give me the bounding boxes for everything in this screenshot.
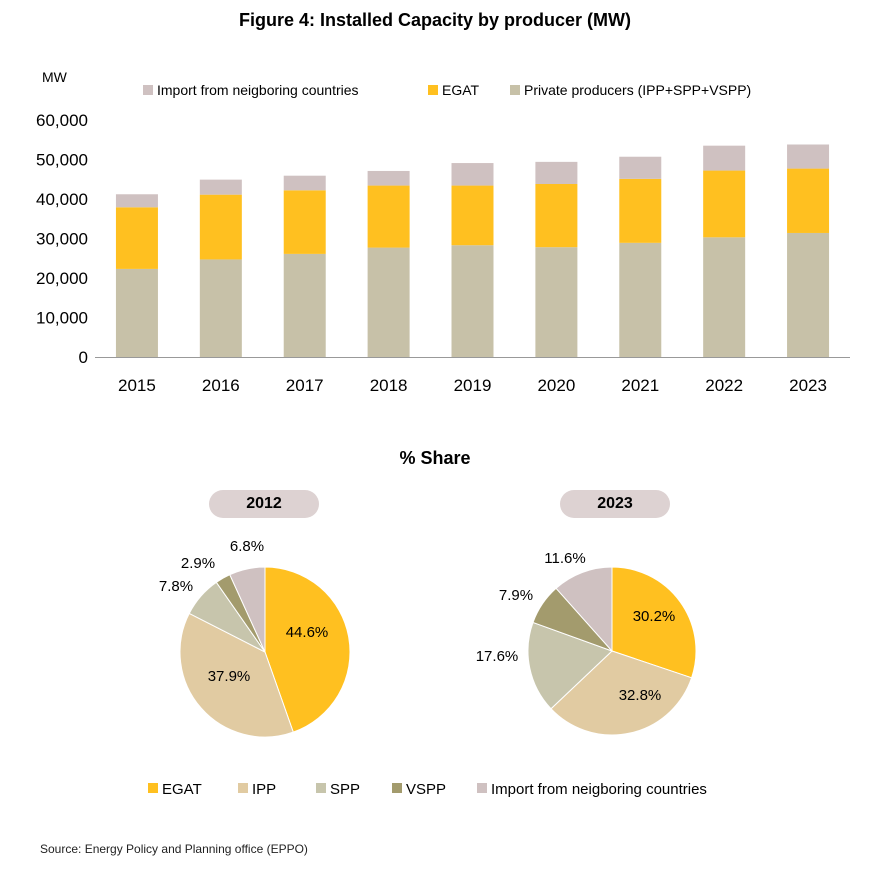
- bar-segment-egat: [703, 170, 746, 238]
- bar-segment-private: [535, 247, 578, 357]
- pie-slice-vspp: [215, 573, 266, 653]
- bar-segment-import: [199, 179, 242, 195]
- pie-data-label: 32.8%: [619, 687, 662, 704]
- pie-legend-label: SPP: [330, 781, 360, 798]
- x-tick-label: 2022: [705, 376, 743, 395]
- bar-segment-private: [787, 232, 830, 357]
- x-tick-label: 2017: [286, 376, 324, 395]
- legend-swatch-import: [143, 85, 153, 95]
- pie-data-label: 11.6%: [544, 550, 585, 567]
- legend-swatch-private: [510, 85, 520, 95]
- pie-data-label: 2.9%: [181, 555, 215, 572]
- bar-segment-private: [703, 237, 746, 357]
- pie-slice-egat: [264, 566, 351, 733]
- bar-segment-egat: [115, 207, 158, 269]
- bar-segment-import: [283, 175, 326, 191]
- y-tick-label: 60,000: [36, 111, 88, 130]
- y-tick-label: 20,000: [36, 269, 88, 288]
- bar-segment-private: [199, 259, 242, 357]
- x-tick-label: 2019: [454, 376, 492, 395]
- bar-segment-private: [283, 253, 326, 357]
- bar-segment-egat: [787, 168, 830, 233]
- x-tick-label: 2016: [202, 376, 240, 395]
- bar-segment-import: [451, 163, 494, 186]
- y-tick-label: 50,000: [36, 151, 88, 170]
- bar-segment-private: [619, 242, 662, 357]
- y-tick-label: 30,000: [36, 230, 88, 249]
- pie-data-label: 17.6%: [476, 648, 519, 665]
- pie-legend-swatch-vspp: [392, 783, 402, 793]
- x-tick-label: 2015: [118, 376, 156, 395]
- y-tick-label: 10,000: [36, 309, 88, 328]
- bar-segment-egat: [367, 185, 410, 248]
- pie-slice-import: [555, 566, 613, 653]
- bar-segment-egat: [199, 194, 242, 260]
- pie-legend-label: Import from neigboring countries: [491, 781, 707, 798]
- bar-segment-import: [367, 170, 410, 186]
- legend-label: Import from neigboring countries: [157, 82, 359, 98]
- source-note: Source: Energy Policy and Planning offic…: [40, 842, 308, 856]
- bar-segment-import: [619, 156, 662, 179]
- bar-segment-import: [535, 161, 578, 184]
- bar-segment-private: [367, 247, 410, 357]
- pie-title-2012: 2012: [209, 490, 319, 518]
- pie-legend-label: VSPP: [406, 781, 446, 798]
- y-tick-label: 40,000: [36, 190, 88, 209]
- pie-legend-label: EGAT: [162, 781, 202, 798]
- x-tick-label: 2020: [537, 376, 575, 395]
- pie-slice-vspp: [532, 587, 613, 652]
- share-title: % Share: [399, 448, 471, 468]
- pie-data-label: 30.2%: [633, 608, 676, 625]
- bar-segment-import: [787, 144, 830, 169]
- pie-slice-ipp: [179, 612, 294, 738]
- pie-slice-spp: [188, 581, 266, 653]
- x-tick-label: 2021: [621, 376, 659, 395]
- pie-slice-ipp: [550, 650, 693, 736]
- pie-legend-swatch-spp: [316, 783, 326, 793]
- legend-swatch-egat: [428, 85, 438, 95]
- stacked-bar-chart: MW 0 10,000 20,000 30,000 40,000 50,000 60,000 2…: [36, 69, 850, 395]
- legend-label: EGAT: [442, 82, 480, 98]
- bar-segment-import: [115, 194, 158, 208]
- pie-legend-swatch-egat: [148, 783, 158, 793]
- pie-slice-import: [229, 566, 266, 653]
- pie-title-2023: 2023: [560, 490, 670, 518]
- bar-segment-import: [703, 145, 746, 171]
- bar-segment-private: [115, 268, 158, 357]
- bar-segment-private: [451, 245, 494, 357]
- pie-data-label: 37.9%: [208, 668, 251, 685]
- x-tick-label: 2023: [789, 376, 827, 395]
- y-axis-unit-label: MW: [42, 69, 68, 85]
- bar-segment-egat: [283, 190, 326, 254]
- bar-segment-egat: [619, 178, 662, 243]
- pie-data-label: 6.8%: [230, 538, 264, 555]
- bar-segment-egat: [535, 183, 578, 248]
- pie-data-label: 7.9%: [499, 587, 533, 604]
- legend-label: Private producers (IPP+SPP+VSPP): [524, 82, 751, 98]
- y-tick-label: 0: [79, 348, 88, 367]
- x-tick-label: 2018: [370, 376, 408, 395]
- pie-legend-swatch-ipp: [238, 783, 248, 793]
- pie-legend-swatch-import: [477, 783, 487, 793]
- pie-slice-spp: [527, 621, 613, 710]
- bar-segment-egat: [451, 185, 494, 246]
- pie-slice-egat: [611, 566, 697, 679]
- chart-title: Figure 4: Installed Capacity by producer…: [238, 10, 632, 30]
- pie-legend-label: IPP: [252, 781, 276, 798]
- pie-data-label: 7.8%: [159, 578, 193, 595]
- pie-data-label: 44.6%: [286, 624, 329, 641]
